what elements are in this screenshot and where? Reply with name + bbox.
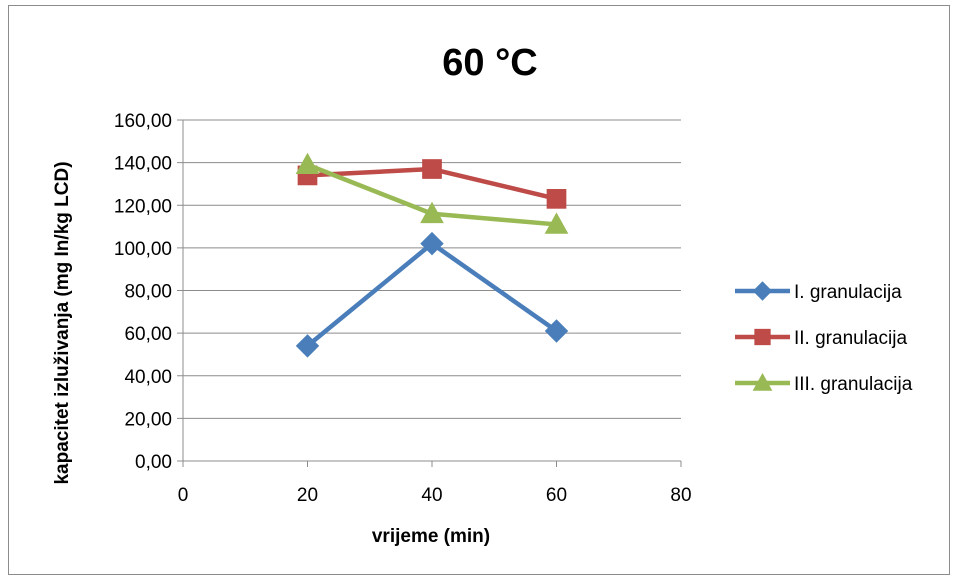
x-tick-label: 80: [670, 485, 691, 506]
legend-marker: [754, 328, 771, 346]
series-line: [306, 241, 558, 348]
legend-marker: [752, 372, 773, 391]
data-point: [295, 334, 320, 358]
y-tick-label: 100,00: [114, 239, 172, 260]
y-tick-label: 120,00: [114, 196, 172, 217]
series: [295, 231, 569, 358]
y-tick-label: 40,00: [124, 367, 172, 388]
y-tick-label: 20,00: [124, 409, 172, 430]
data-point: [544, 319, 569, 343]
x-tick-labels: 0 20 40 60 80: [178, 485, 692, 506]
series: [297, 159, 567, 209]
y-tick-label: 60,00: [124, 324, 172, 345]
data-point: [546, 189, 567, 209]
x-tick-label: 60: [546, 485, 567, 506]
data-point: [420, 201, 444, 224]
y-axis-label: kapacitet izluživanja (mg In/kg LCD): [52, 161, 73, 484]
legend-marker: [752, 281, 773, 301]
y-tick-label: 80,00: [124, 282, 172, 303]
legend: I. granulacija II. granulacija III. granul…: [735, 281, 913, 395]
series: [295, 152, 569, 234]
y-tick-label: 160,00: [114, 111, 172, 132]
y-tick-label: 0,00: [135, 452, 172, 473]
legend-item: II. granulacija: [735, 328, 907, 349]
x-tick-label: 40: [421, 485, 442, 506]
data-point: [295, 152, 320, 175]
legend-label: II. granulacija: [794, 328, 907, 349]
x-axis-label: vrijeme (min): [372, 526, 490, 547]
y-tick-label: 140,00: [114, 154, 172, 175]
x-tick-label: 0: [178, 485, 189, 506]
series-layer: [295, 152, 569, 358]
chart-title: 60 °C: [442, 42, 537, 84]
legend-label: I. granulacija: [794, 282, 902, 303]
data-point: [544, 212, 569, 234]
legend-item: I. granulacija: [735, 281, 902, 303]
x-tick-label: 20: [297, 485, 318, 506]
legend-label: III. granulacija: [794, 374, 913, 395]
data-point: [420, 231, 444, 256]
data-point: [422, 159, 442, 179]
legend-item: III. granulacija: [735, 372, 913, 395]
axes: [177, 119, 682, 467]
y-tick-labels: 0,00 20,00 40,00 60,00 80,00 100,00 120,00 140,…: [114, 111, 172, 473]
